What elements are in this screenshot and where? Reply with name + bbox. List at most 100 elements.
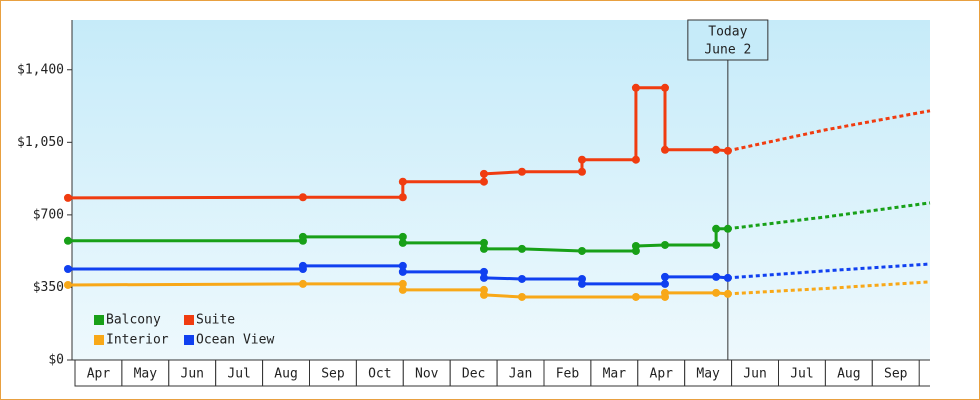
data-point: [298, 279, 307, 288]
x-tick-label: Jun: [743, 367, 766, 382]
month-cell: [731, 359, 779, 387]
forecast-line: [727, 201, 931, 231]
y-tick-label: $700: [33, 207, 64, 222]
data-point: [631, 83, 640, 92]
plot-area: [72, 20, 930, 360]
data-point: [63, 264, 72, 273]
month-cell: [637, 359, 686, 387]
data-point: [517, 274, 526, 283]
legend-swatch: [94, 335, 104, 345]
x-tick-label: Jul: [227, 367, 250, 382]
data-point: [398, 267, 407, 276]
data-point: [577, 246, 586, 255]
data-point: [661, 279, 670, 288]
data-point: [661, 145, 670, 154]
y-tick-label: $1,050: [17, 135, 64, 150]
data-point: [723, 289, 732, 298]
data-point: [298, 193, 307, 202]
data-point: [398, 232, 407, 241]
data-point: [661, 240, 670, 249]
month-cell: [778, 359, 826, 387]
forecast-line: [727, 109, 931, 153]
data-point: [479, 169, 488, 178]
data-point: [661, 272, 670, 281]
x-tick-label: Feb: [556, 367, 580, 382]
legend-label: Suite: [196, 313, 235, 328]
data-point: [577, 155, 586, 164]
data-point: [631, 155, 640, 164]
data-point: [63, 280, 72, 289]
x-tick-label: Apr: [650, 367, 674, 382]
x-tick-label: Apr: [87, 367, 111, 382]
month-cell: [262, 359, 311, 387]
y-tick-label: $350: [33, 280, 64, 295]
month-cell: [215, 359, 264, 387]
legend-swatch: [94, 315, 104, 325]
data-point: [661, 83, 670, 92]
data-point: [398, 177, 407, 186]
data-point: [631, 292, 640, 301]
data-point: [398, 285, 407, 294]
data-point: [479, 267, 488, 276]
legend-label: Interior: [106, 333, 169, 348]
data-point: [712, 145, 721, 154]
x-tick-label: Oct: [368, 367, 391, 382]
data-point: [298, 261, 307, 270]
data-point: [63, 236, 72, 245]
data-point: [712, 272, 721, 281]
data-point: [398, 238, 407, 247]
data-point: [723, 273, 732, 282]
month-cell: [168, 359, 217, 387]
x-tick-label: Nov: [415, 367, 439, 382]
data-point: [398, 261, 407, 270]
y-tick-label: $1,400: [17, 62, 64, 77]
x-tick-label: May: [696, 367, 720, 382]
x-tick-label: Jun: [181, 367, 204, 382]
data-point: [723, 146, 732, 155]
data-point: [298, 232, 307, 241]
x-tick-label: Sep: [884, 367, 908, 382]
data-point: [517, 167, 526, 176]
data-point: [631, 241, 640, 250]
x-tick-label: Sep: [321, 367, 345, 382]
data-point: [712, 288, 721, 297]
month-cell: [402, 359, 451, 387]
today-label: June 2: [704, 43, 751, 58]
x-tick-label: Aug: [274, 367, 297, 382]
data-point: [712, 240, 721, 249]
data-point: [479, 238, 488, 247]
data-point: [517, 292, 526, 301]
legend-swatch: [184, 315, 194, 325]
month-cell: [871, 359, 920, 387]
data-point: [517, 244, 526, 253]
today-box: [687, 19, 769, 61]
legend-label: Ocean View: [196, 333, 274, 348]
legend-swatch: [184, 335, 194, 345]
series-line: [67, 282, 728, 299]
x-tick-label: Mar: [603, 367, 627, 382]
data-point: [577, 167, 586, 176]
month-cell: [590, 359, 639, 387]
data-point: [712, 224, 721, 233]
x-tick-label: May: [134, 367, 158, 382]
data-point: [479, 273, 488, 282]
data-point: [479, 244, 488, 253]
month-cell: [496, 359, 545, 387]
data-point: [479, 290, 488, 299]
x-tick-label: Jan: [509, 367, 532, 382]
data-point: [398, 193, 407, 202]
month-cell: [74, 359, 123, 387]
y-tick-label: $0: [48, 353, 64, 368]
data-point: [63, 193, 72, 202]
data-point: [577, 279, 586, 288]
data-point: [723, 224, 732, 233]
legend-label: Balcony: [106, 313, 161, 328]
today-label: Today: [708, 25, 747, 40]
data-point: [398, 279, 407, 288]
data-point: [479, 177, 488, 186]
x-tick-label: Aug: [837, 367, 860, 382]
month-cell: [121, 359, 170, 387]
data-point: [661, 288, 670, 297]
x-tick-label: Dec: [462, 367, 485, 382]
